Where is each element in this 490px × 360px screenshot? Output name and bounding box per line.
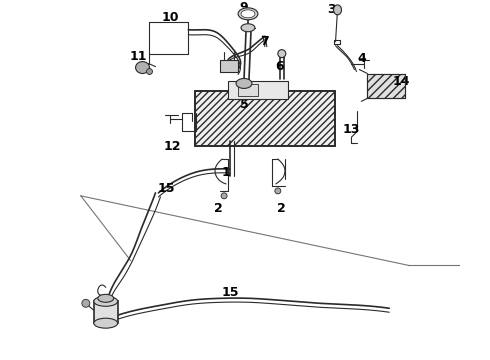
Ellipse shape xyxy=(147,68,152,75)
Ellipse shape xyxy=(94,296,118,306)
Text: 7: 7 xyxy=(261,35,270,48)
Text: 15: 15 xyxy=(158,183,175,195)
Bar xyxy=(368,73,405,98)
Bar xyxy=(195,91,335,146)
Ellipse shape xyxy=(275,188,281,194)
Ellipse shape xyxy=(241,24,255,32)
Text: 11: 11 xyxy=(130,50,147,63)
Text: 2: 2 xyxy=(277,202,286,215)
Text: 5: 5 xyxy=(240,98,248,111)
Bar xyxy=(195,91,335,146)
Ellipse shape xyxy=(278,50,286,58)
Ellipse shape xyxy=(82,299,90,307)
Text: 10: 10 xyxy=(162,11,179,24)
Ellipse shape xyxy=(238,8,258,20)
Text: 4: 4 xyxy=(357,52,366,65)
Text: 6: 6 xyxy=(275,60,284,73)
Text: 15: 15 xyxy=(221,286,239,299)
Bar xyxy=(238,85,258,96)
Text: 9: 9 xyxy=(240,1,248,14)
Ellipse shape xyxy=(221,193,227,199)
Text: 13: 13 xyxy=(343,123,360,136)
Bar xyxy=(368,73,405,98)
Bar xyxy=(94,301,118,323)
Bar xyxy=(228,81,288,99)
Text: 8: 8 xyxy=(220,60,228,73)
Ellipse shape xyxy=(236,78,252,89)
Text: 12: 12 xyxy=(164,140,181,153)
Ellipse shape xyxy=(241,10,255,18)
Ellipse shape xyxy=(98,294,114,302)
Ellipse shape xyxy=(136,62,149,73)
Ellipse shape xyxy=(94,318,118,328)
Text: 16: 16 xyxy=(100,312,118,325)
Text: 14: 14 xyxy=(392,75,410,88)
Text: 2: 2 xyxy=(214,202,222,215)
Bar xyxy=(220,59,238,72)
Text: 3: 3 xyxy=(327,3,336,16)
Text: 1: 1 xyxy=(221,166,230,180)
Ellipse shape xyxy=(334,5,342,15)
